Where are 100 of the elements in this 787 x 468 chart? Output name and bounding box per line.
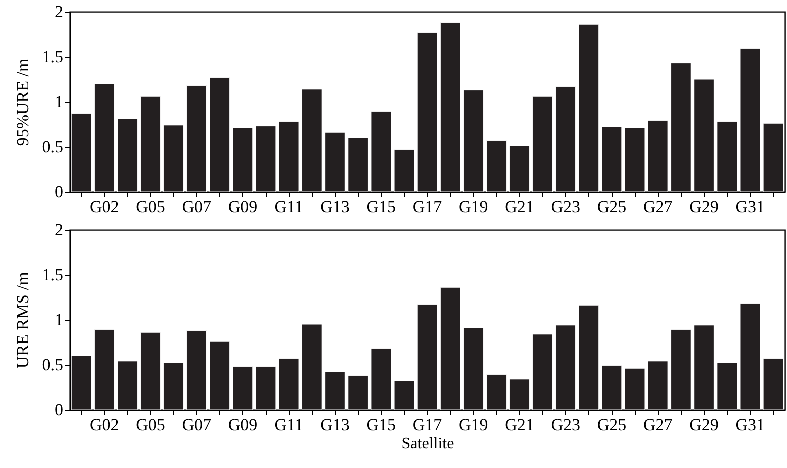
x-tick-label: G09 xyxy=(228,416,258,434)
bar xyxy=(186,330,208,410)
x-tick-label: G27 xyxy=(644,416,674,434)
bar xyxy=(532,334,553,410)
bar xyxy=(440,22,461,192)
x-tick-label: G25 xyxy=(597,416,627,434)
x-tick-label: G07 xyxy=(182,198,212,216)
y-tick-label: 0 xyxy=(55,400,64,420)
x-tick-label: G13 xyxy=(320,198,350,216)
bar xyxy=(302,89,322,192)
bar xyxy=(694,79,714,192)
bar xyxy=(717,122,738,192)
x-tick-label: G05 xyxy=(136,198,166,216)
bar xyxy=(325,372,346,410)
bar xyxy=(186,86,208,192)
bar xyxy=(256,126,276,192)
bar xyxy=(556,325,576,410)
bar xyxy=(763,358,784,410)
x-tick-label: G25 xyxy=(597,198,627,216)
y-axis-title: 95%URE /m xyxy=(13,58,32,146)
bar xyxy=(602,366,622,410)
bar xyxy=(740,304,761,410)
x-tick-label: G11 xyxy=(274,198,304,216)
bar xyxy=(510,146,530,192)
bar xyxy=(371,112,392,192)
y-tick-label: 1.5 xyxy=(42,48,64,66)
bar xyxy=(463,90,484,192)
x-tick-label: G21 xyxy=(505,416,534,434)
x-tick-label: G19 xyxy=(458,198,488,216)
bar xyxy=(648,361,668,410)
x-tick-label: G23 xyxy=(551,198,581,216)
y-tick-label: 1 xyxy=(55,92,64,112)
x-tick-label: G05 xyxy=(136,416,166,434)
x-tick-label: G15 xyxy=(366,416,396,434)
y-tick-label: 0.5 xyxy=(42,138,64,156)
bar xyxy=(417,32,438,192)
bar xyxy=(348,138,368,192)
y-tick-label: 0.5 xyxy=(42,356,64,374)
x-tick-label: G17 xyxy=(412,416,443,434)
bar xyxy=(486,140,507,192)
bar xyxy=(578,305,600,410)
bar xyxy=(578,24,600,192)
x-tick-label: G23 xyxy=(551,416,581,434)
bar xyxy=(232,128,254,192)
y-tick-label: 2 xyxy=(55,220,64,240)
x-tick-label: G07 xyxy=(182,416,212,434)
bar xyxy=(486,374,507,410)
bar xyxy=(256,366,276,410)
x-tick-label: G29 xyxy=(690,416,719,434)
bar xyxy=(763,123,784,192)
bar xyxy=(740,48,761,192)
bar xyxy=(694,325,714,410)
bar xyxy=(348,376,368,410)
bar xyxy=(232,366,254,410)
y-tick-label: 1 xyxy=(55,310,64,330)
bar xyxy=(117,118,138,192)
x-tick-label: G11 xyxy=(274,416,304,434)
bar xyxy=(94,330,115,410)
bar xyxy=(164,362,184,410)
bar xyxy=(394,380,415,410)
x-tick-label: G02 xyxy=(90,198,120,216)
bar xyxy=(278,122,300,192)
bar xyxy=(94,84,115,192)
x-tick-label: G09 xyxy=(228,198,258,216)
bar xyxy=(417,304,438,410)
bar xyxy=(648,120,668,192)
bar xyxy=(532,96,553,192)
y-tick-label: 0 xyxy=(55,182,64,202)
bar xyxy=(325,132,346,192)
x-tick-label: G19 xyxy=(458,416,488,434)
x-tick-label: G17 xyxy=(412,198,443,216)
x-tick-label: G13 xyxy=(320,416,350,434)
x-axis-title: Satellite xyxy=(402,436,454,452)
x-tick-label: G27 xyxy=(644,198,674,216)
bar xyxy=(210,77,230,192)
bar xyxy=(210,341,230,410)
bar xyxy=(278,358,300,410)
bar xyxy=(371,348,392,410)
bar xyxy=(624,128,646,192)
x-tick-label: G15 xyxy=(366,198,396,216)
x-tick-label: G21 xyxy=(505,198,534,216)
bar xyxy=(602,126,622,192)
bar xyxy=(463,328,484,410)
bar xyxy=(556,86,576,192)
bar xyxy=(624,368,646,410)
y-axis-title: URE RMS /m xyxy=(13,272,32,369)
bar xyxy=(71,113,92,192)
bar xyxy=(510,379,530,410)
bar xyxy=(671,63,692,192)
x-tick-label: G31 xyxy=(736,198,766,216)
bar xyxy=(164,125,184,192)
bar xyxy=(140,332,161,410)
bar xyxy=(117,361,138,410)
x-tick-label: G31 xyxy=(736,416,766,434)
bar xyxy=(302,324,322,410)
bar xyxy=(71,356,92,410)
x-tick-label: G29 xyxy=(690,198,719,216)
y-tick-label: 1.5 xyxy=(42,266,64,284)
bar xyxy=(440,287,461,410)
y-tick-label: 2 xyxy=(55,2,64,22)
